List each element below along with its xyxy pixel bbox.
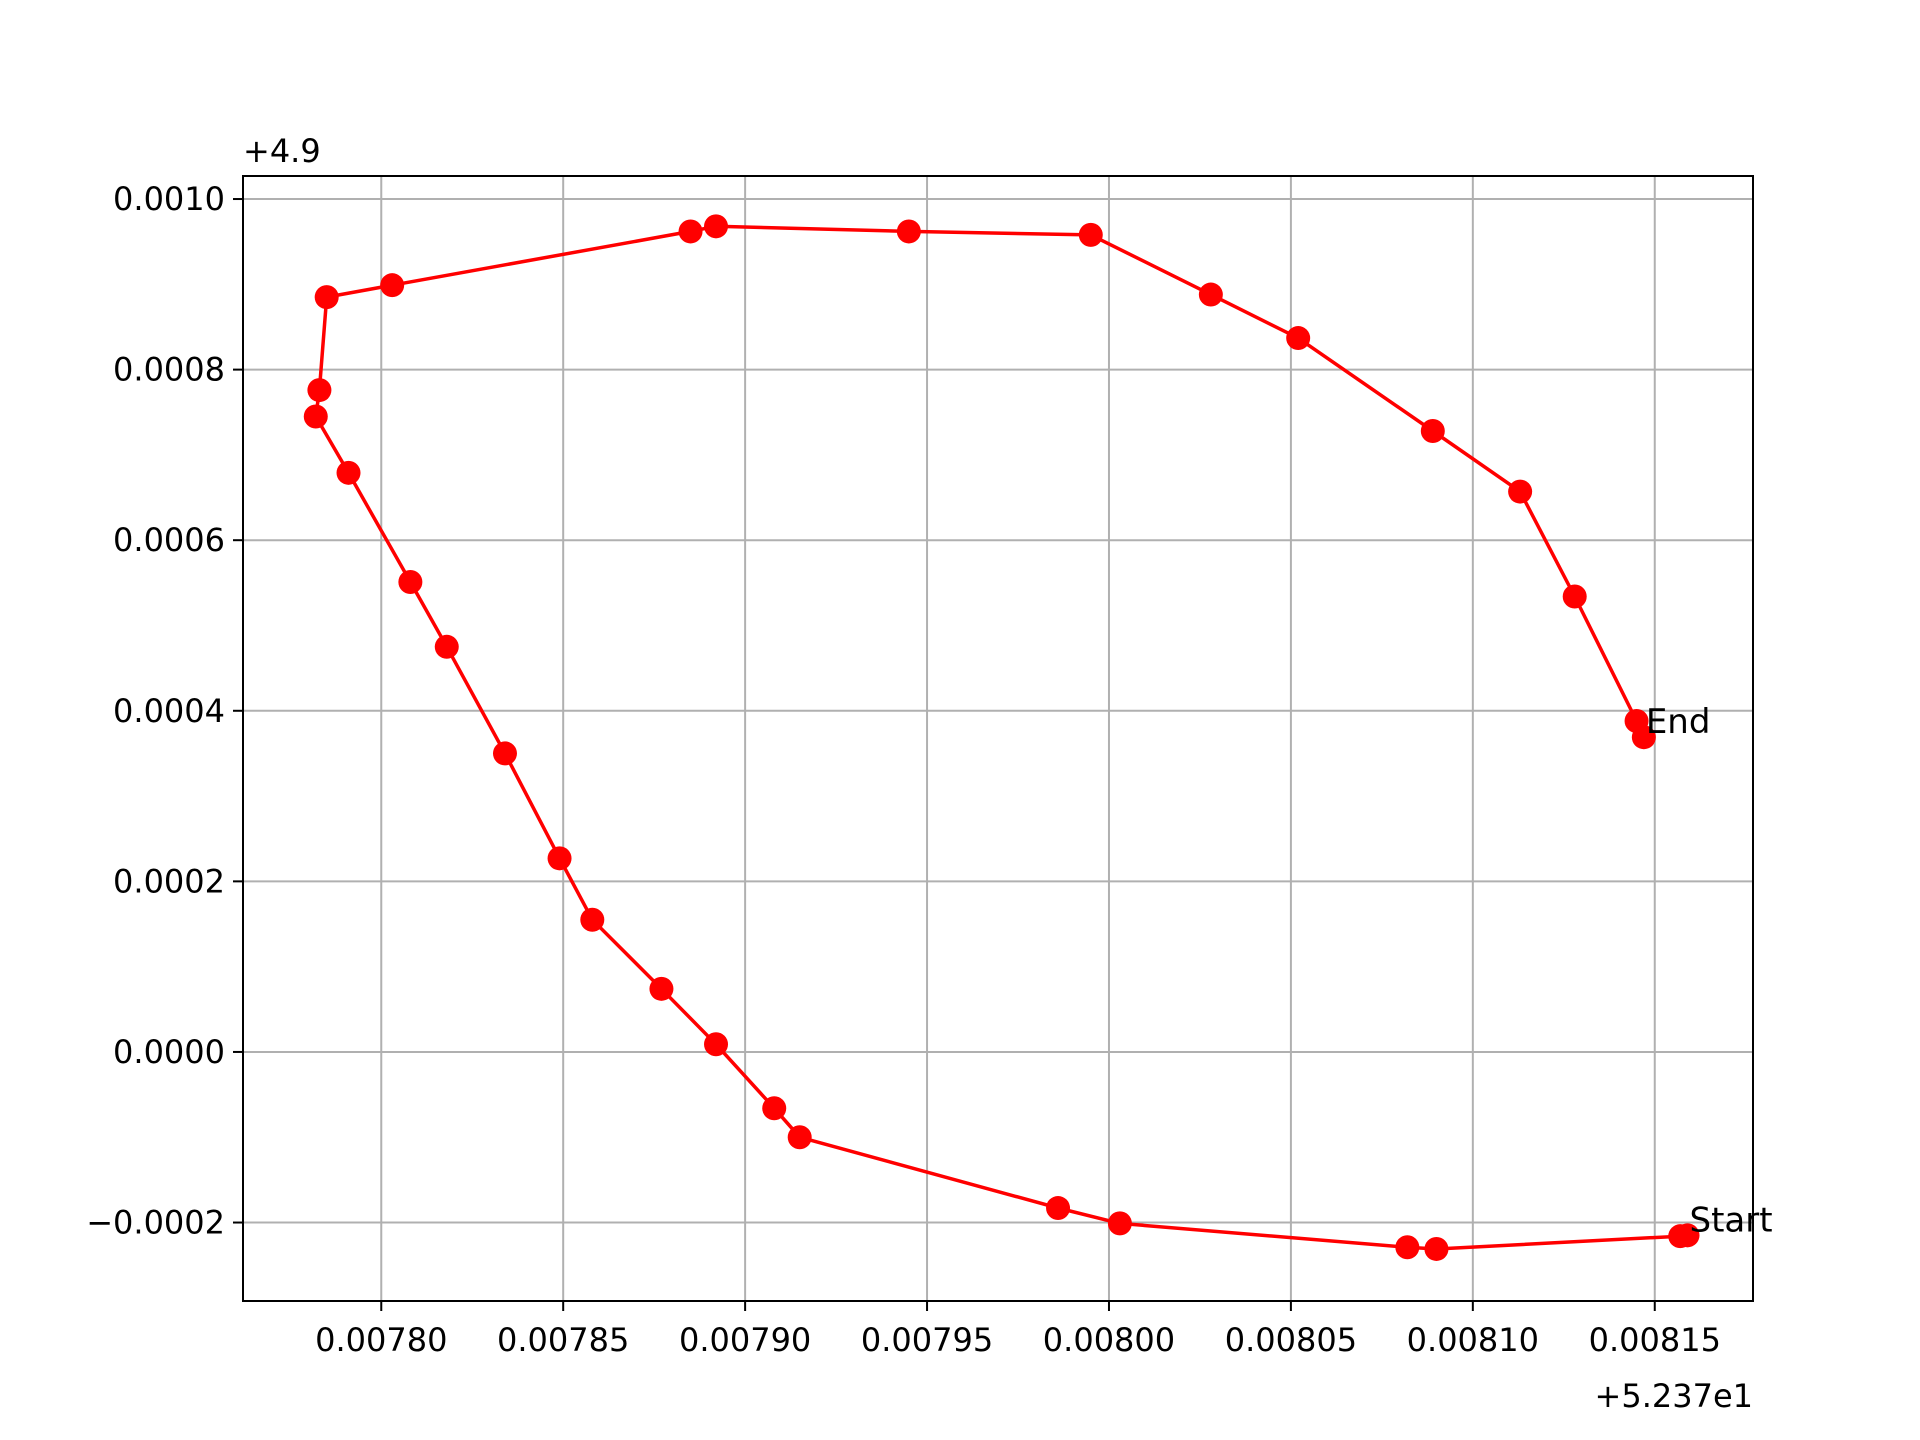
data-point xyxy=(896,219,921,244)
x-tick-label: 0.00785 xyxy=(497,1321,629,1359)
y-tick-label: 0.0000 xyxy=(113,1033,225,1071)
annotations: Start End xyxy=(1646,702,1773,1240)
data-point xyxy=(1420,419,1445,444)
y-tick-label: 0.0008 xyxy=(113,351,225,389)
data-point xyxy=(434,634,459,659)
data-point xyxy=(649,976,674,1001)
data-point xyxy=(762,1096,787,1121)
data-point xyxy=(1424,1236,1449,1261)
data-point xyxy=(704,214,729,239)
data-point xyxy=(1395,1235,1420,1260)
data-point xyxy=(1107,1211,1132,1236)
x-tick-label: 0.00805 xyxy=(1225,1321,1357,1359)
data-point xyxy=(314,285,339,310)
data-point xyxy=(580,907,605,932)
data-point xyxy=(1286,326,1311,351)
data-point xyxy=(1078,222,1103,247)
data-point xyxy=(380,273,405,298)
ticks: 0.00780 0.00785 0.00790 0.00795 0.00800 0.008… xyxy=(86,180,1721,1359)
axes-frame xyxy=(242,175,1754,1302)
x-tick-label: 0.00810 xyxy=(1407,1321,1539,1359)
data-point xyxy=(1508,479,1533,504)
data-point xyxy=(336,460,361,485)
data-point xyxy=(1198,282,1223,307)
y-offset-label: +4.9 xyxy=(243,132,321,170)
data-point xyxy=(1562,584,1587,609)
x-tick-label: 0.00800 xyxy=(1043,1321,1175,1359)
x-tick-label: 0.00780 xyxy=(315,1321,447,1359)
x-tick-label: 0.00815 xyxy=(1589,1321,1721,1359)
data-point xyxy=(787,1125,812,1150)
grid xyxy=(243,176,1753,1301)
y-tick-label: 0.0004 xyxy=(113,692,225,730)
data-point xyxy=(1046,1196,1071,1221)
annotation-label: End xyxy=(1646,702,1711,742)
data-point xyxy=(678,219,703,244)
data-point xyxy=(547,846,572,871)
series-markers xyxy=(303,214,1700,1261)
data-point xyxy=(303,404,328,429)
data-point xyxy=(307,378,332,403)
y-tick-label: 0.0002 xyxy=(113,862,225,900)
data-point xyxy=(398,569,423,594)
annotation-label: Start xyxy=(1690,1200,1773,1240)
data-point xyxy=(704,1032,729,1057)
x-tick-label: 0.00790 xyxy=(679,1321,811,1359)
plot-frame xyxy=(242,175,1754,1302)
y-tick-label: 0.0006 xyxy=(113,521,225,559)
y-tick-label: 0.0010 xyxy=(113,180,225,218)
y-tick-label: −0.0002 xyxy=(86,1204,225,1242)
data-point xyxy=(492,741,517,766)
data-point xyxy=(1668,1224,1693,1249)
x-tick-label: 0.00795 xyxy=(861,1321,993,1359)
data-point xyxy=(1631,725,1656,750)
x-offset-label: +5.237e1 xyxy=(1595,1377,1753,1415)
